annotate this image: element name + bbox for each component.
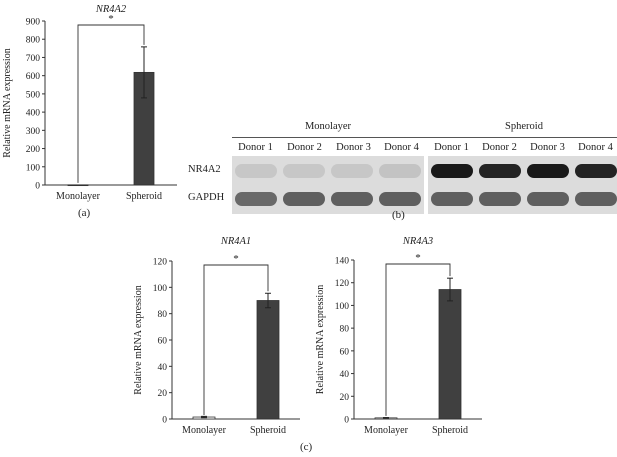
y-tick-label: 140	[335, 257, 350, 267]
y-tick-label: 100	[26, 163, 41, 173]
chart-nr4a1: NR4A1 Relative mRNA expression 0 20 40 60 80 10…	[133, 236, 300, 436]
blot-band	[379, 192, 421, 206]
significance-bracket	[203, 264, 269, 416]
western-blot: Monolayer Spheroid Donor 1 Donor 2 Donor 3 Do…	[186, 118, 617, 228]
panel-c-nr4a1: NR4A1 Relative mRNA expression 0 20 40 60 80 10…	[130, 228, 315, 440]
panel-label-a: (a)	[78, 207, 91, 219]
y-tick-label: 0	[35, 182, 40, 192]
blot-strip	[428, 156, 617, 186]
chart-title: NR4A2	[95, 4, 127, 15]
y-axis-label: Relative mRNA expression	[315, 285, 326, 394]
lane-label: Donor 4	[384, 142, 419, 153]
x-tick-label: Spheroid	[126, 191, 162, 202]
y-axis-label: Relative mRNA expression	[133, 285, 144, 394]
y-tick-label: 500	[26, 90, 41, 100]
blot-band	[331, 164, 373, 178]
chart-nr4a3: NR4A3 Relative mRNA expression 0 20 40 60 80 10…	[315, 236, 482, 436]
y-tick-label: 60	[158, 337, 168, 347]
blot-band	[479, 164, 521, 178]
blot-group-monolayer: Monolayer	[304, 121, 352, 132]
panel-label-c: (c)	[300, 441, 313, 453]
x-tick-label: Monolayer	[182, 425, 227, 436]
y-tick-label: 20	[158, 389, 168, 399]
x-tick-label: Spheroid	[250, 425, 286, 436]
blot-band	[479, 192, 521, 206]
panel-label-b: (b)	[392, 209, 405, 221]
blot-band	[431, 164, 473, 178]
blot-strip	[232, 184, 424, 214]
y-tick-label: 100	[335, 302, 350, 312]
y-tick-label: 80	[158, 310, 168, 320]
y-axis-label: Relative mRNA expression	[2, 48, 13, 157]
y-tick-label: 200	[26, 145, 41, 155]
x-tick-label: Monolayer	[364, 425, 409, 436]
significance-marker: *	[415, 252, 421, 264]
y-tick-label: 60	[340, 347, 350, 357]
significance-marker: *	[108, 13, 114, 25]
y-tick-label: 40	[158, 363, 168, 373]
blot-row-label-nr4a2: NR4A2	[188, 164, 221, 175]
blot-band	[527, 192, 569, 206]
chart-nr4a2: NR4A2 Relative mRNA expression 0 100 200 300 4…	[2, 4, 177, 202]
chart-title: NR4A1	[220, 236, 251, 247]
y-tick-label: 120	[153, 258, 168, 268]
lane-label: Donor 4	[578, 142, 613, 153]
y-tick-label: 100	[153, 284, 168, 294]
blot-band	[331, 192, 373, 206]
y-tick-label: 120	[335, 279, 350, 289]
x-tick-label: Monolayer	[56, 191, 101, 202]
blot-strip	[232, 156, 424, 186]
lane-label: Donor 1	[238, 142, 273, 153]
blot-strip	[428, 184, 617, 214]
lane-label: Donor 3	[336, 142, 371, 153]
blot-divider	[232, 137, 617, 138]
blot-band	[283, 164, 325, 178]
blot-band	[283, 192, 325, 206]
lane-label: Donor 2	[482, 142, 517, 153]
chart-title: NR4A3	[402, 236, 433, 247]
y-tick-label: 700	[26, 54, 41, 64]
bar-spheroid	[438, 289, 462, 420]
y-tick-label: 0	[344, 416, 349, 426]
y-tick-label: 20	[340, 393, 350, 403]
y-tick-label: 400	[26, 109, 41, 119]
lane-label: Donor 2	[287, 142, 322, 153]
y-tick-label: 800	[26, 36, 41, 46]
y-tick-label: 300	[26, 127, 41, 137]
significance-marker: *	[233, 253, 239, 265]
y-tick-label: 0	[162, 416, 167, 426]
significance-bracket	[77, 24, 145, 183]
y-tick-label: 900	[26, 18, 41, 28]
blot-band	[575, 192, 617, 206]
blot-band	[235, 164, 277, 178]
lane-label: Donor 3	[530, 142, 565, 153]
blot-group-spheroid: Spheroid	[505, 121, 543, 132]
y-tick-label: 80	[340, 325, 350, 335]
panel-a: NR4A2 Relative mRNA expression 0 100 200 300 4…	[0, 0, 190, 220]
bar-monolayer	[67, 184, 89, 187]
blot-band	[235, 192, 277, 206]
panel-c-nr4a3: NR4A3 Relative mRNA expression 0 20 40 60 80 10…	[312, 228, 497, 440]
blot-band	[575, 164, 617, 178]
blot-band	[431, 192, 473, 206]
y-tick-label: 40	[340, 370, 350, 380]
lane-label: Donor 1	[434, 142, 469, 153]
blot-band	[379, 164, 421, 178]
blot-row-label-gapdh: GAPDH	[188, 192, 225, 203]
blot-band	[527, 164, 569, 178]
y-tick-label: 600	[26, 72, 41, 82]
bar-spheroid	[256, 300, 280, 420]
significance-bracket	[385, 263, 451, 416]
x-tick-label: Spheroid	[432, 425, 468, 436]
